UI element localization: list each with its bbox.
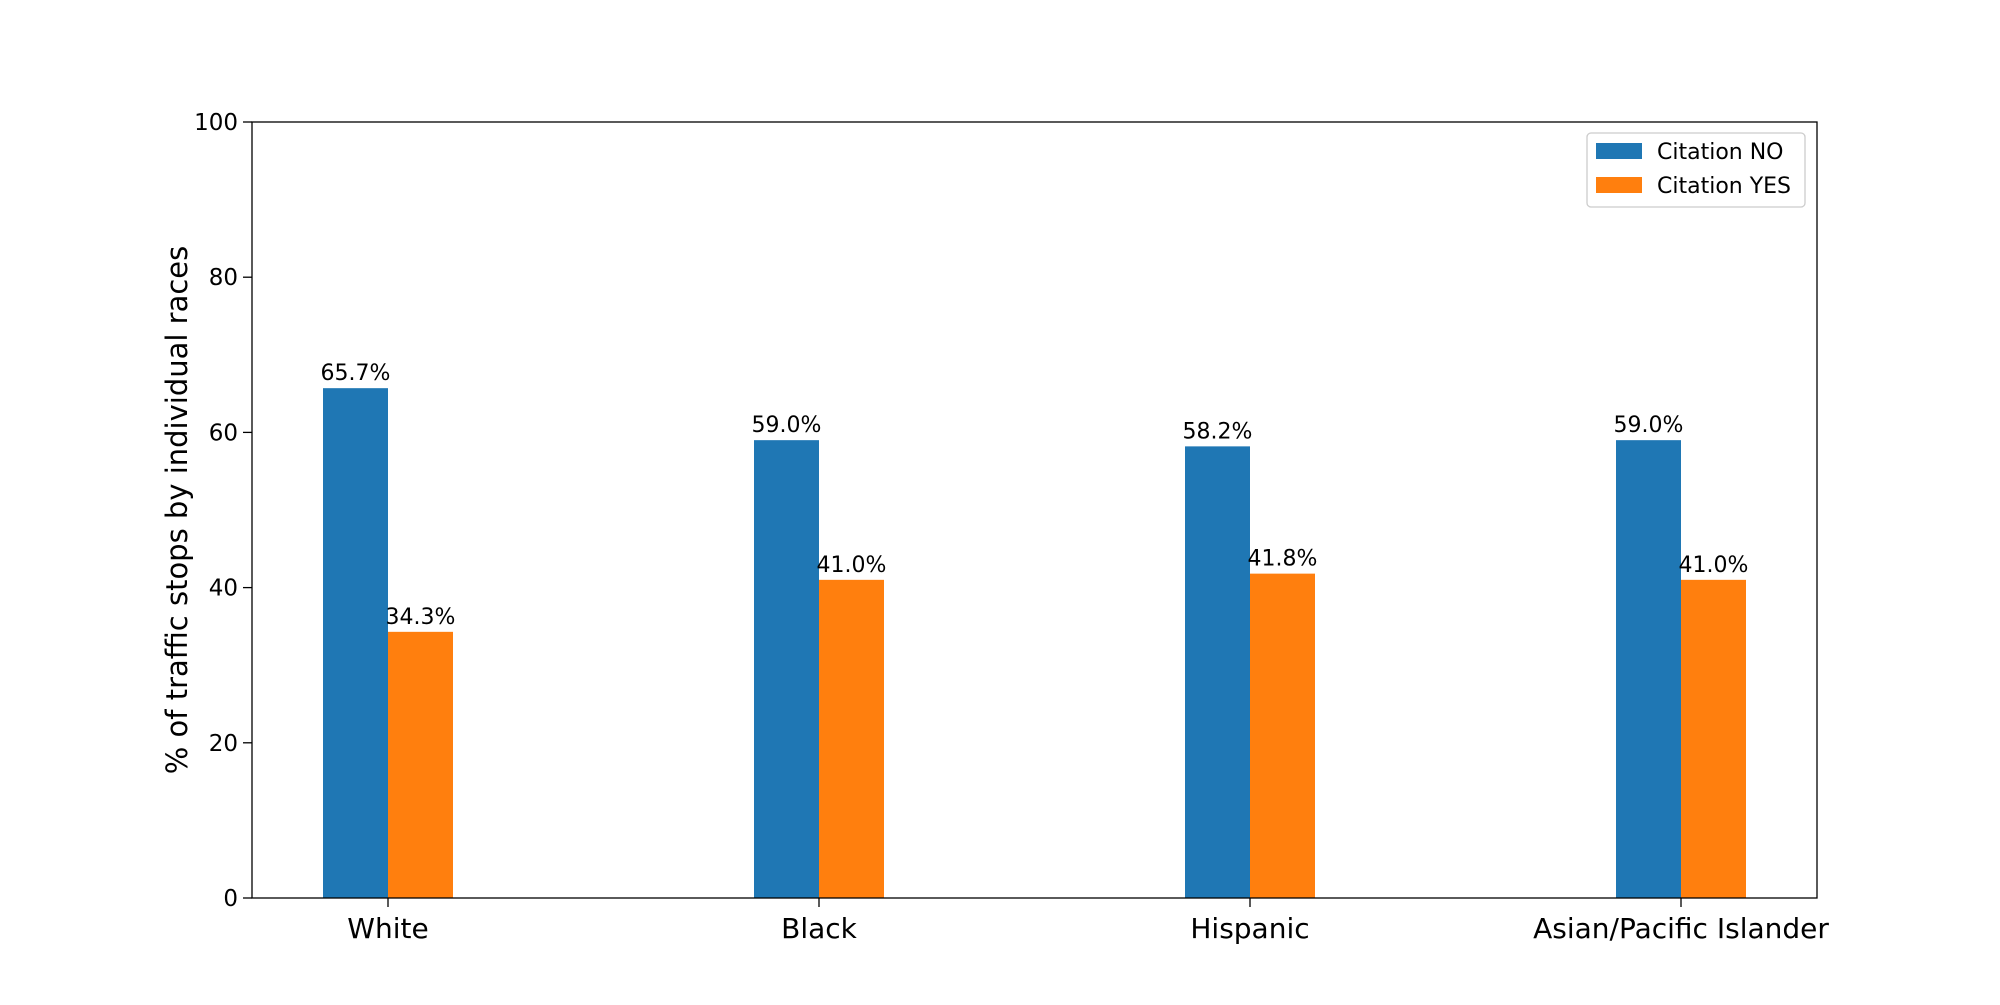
bar-citation-yes (388, 631, 453, 898)
bar-citation-yes (819, 579, 884, 898)
legend-label: Citation NO (1657, 140, 1784, 165)
bar-value-label: 65.7% (321, 361, 391, 386)
y-tick-label: 60 (209, 420, 238, 446)
x-tick-label: White (347, 912, 428, 945)
bar-value-label: 58.2% (1183, 419, 1253, 444)
x-tick-label: Black (781, 912, 858, 945)
bar-value-label: 41.8% (1248, 547, 1318, 572)
y-tick-label: 40 (209, 576, 238, 602)
bar-citation-no (323, 388, 388, 898)
bar-citation-no (1185, 446, 1250, 898)
data-labels: 65.7% 34.3% 59.0% 41.0% 58.2% 41.8% 59.0% 41.0% (321, 361, 1749, 630)
bar-citation-no (754, 440, 819, 898)
y-tick-label: 80 (209, 265, 238, 291)
y-tick-label: 20 (209, 731, 238, 757)
y-axis: 0 20 40 60 80 100 (194, 110, 252, 912)
x-tick-label: Hispanic (1190, 912, 1309, 945)
x-tick-label: Asian/Pacific Islander (1533, 912, 1829, 945)
legend-label: Citation YES (1657, 174, 1791, 199)
y-tick-label: 0 (223, 886, 238, 912)
plot-frame (251, 121, 1818, 899)
y-tick-label: 100 (194, 110, 238, 136)
bar-value-label: 41.0% (1679, 553, 1749, 578)
y-axis-label: % of traffic stops by individual races (160, 246, 194, 775)
legend-swatch (1596, 143, 1642, 159)
bars (323, 388, 1746, 898)
legend: Citation NO Citation YES (1586, 132, 1806, 208)
bar-value-label: 41.0% (817, 553, 887, 578)
bar-citation-yes (1250, 573, 1315, 898)
bar-citation-yes (1681, 579, 1746, 898)
x-axis: White Black Hispanic Asian/Pacific Islander (347, 898, 1829, 945)
bar-value-label: 59.0% (752, 413, 822, 438)
bar-value-label: 59.0% (1614, 413, 1684, 438)
legend-swatch (1596, 177, 1642, 193)
bar-value-label: 34.3% (386, 605, 456, 630)
bar-citation-no (1616, 440, 1681, 898)
